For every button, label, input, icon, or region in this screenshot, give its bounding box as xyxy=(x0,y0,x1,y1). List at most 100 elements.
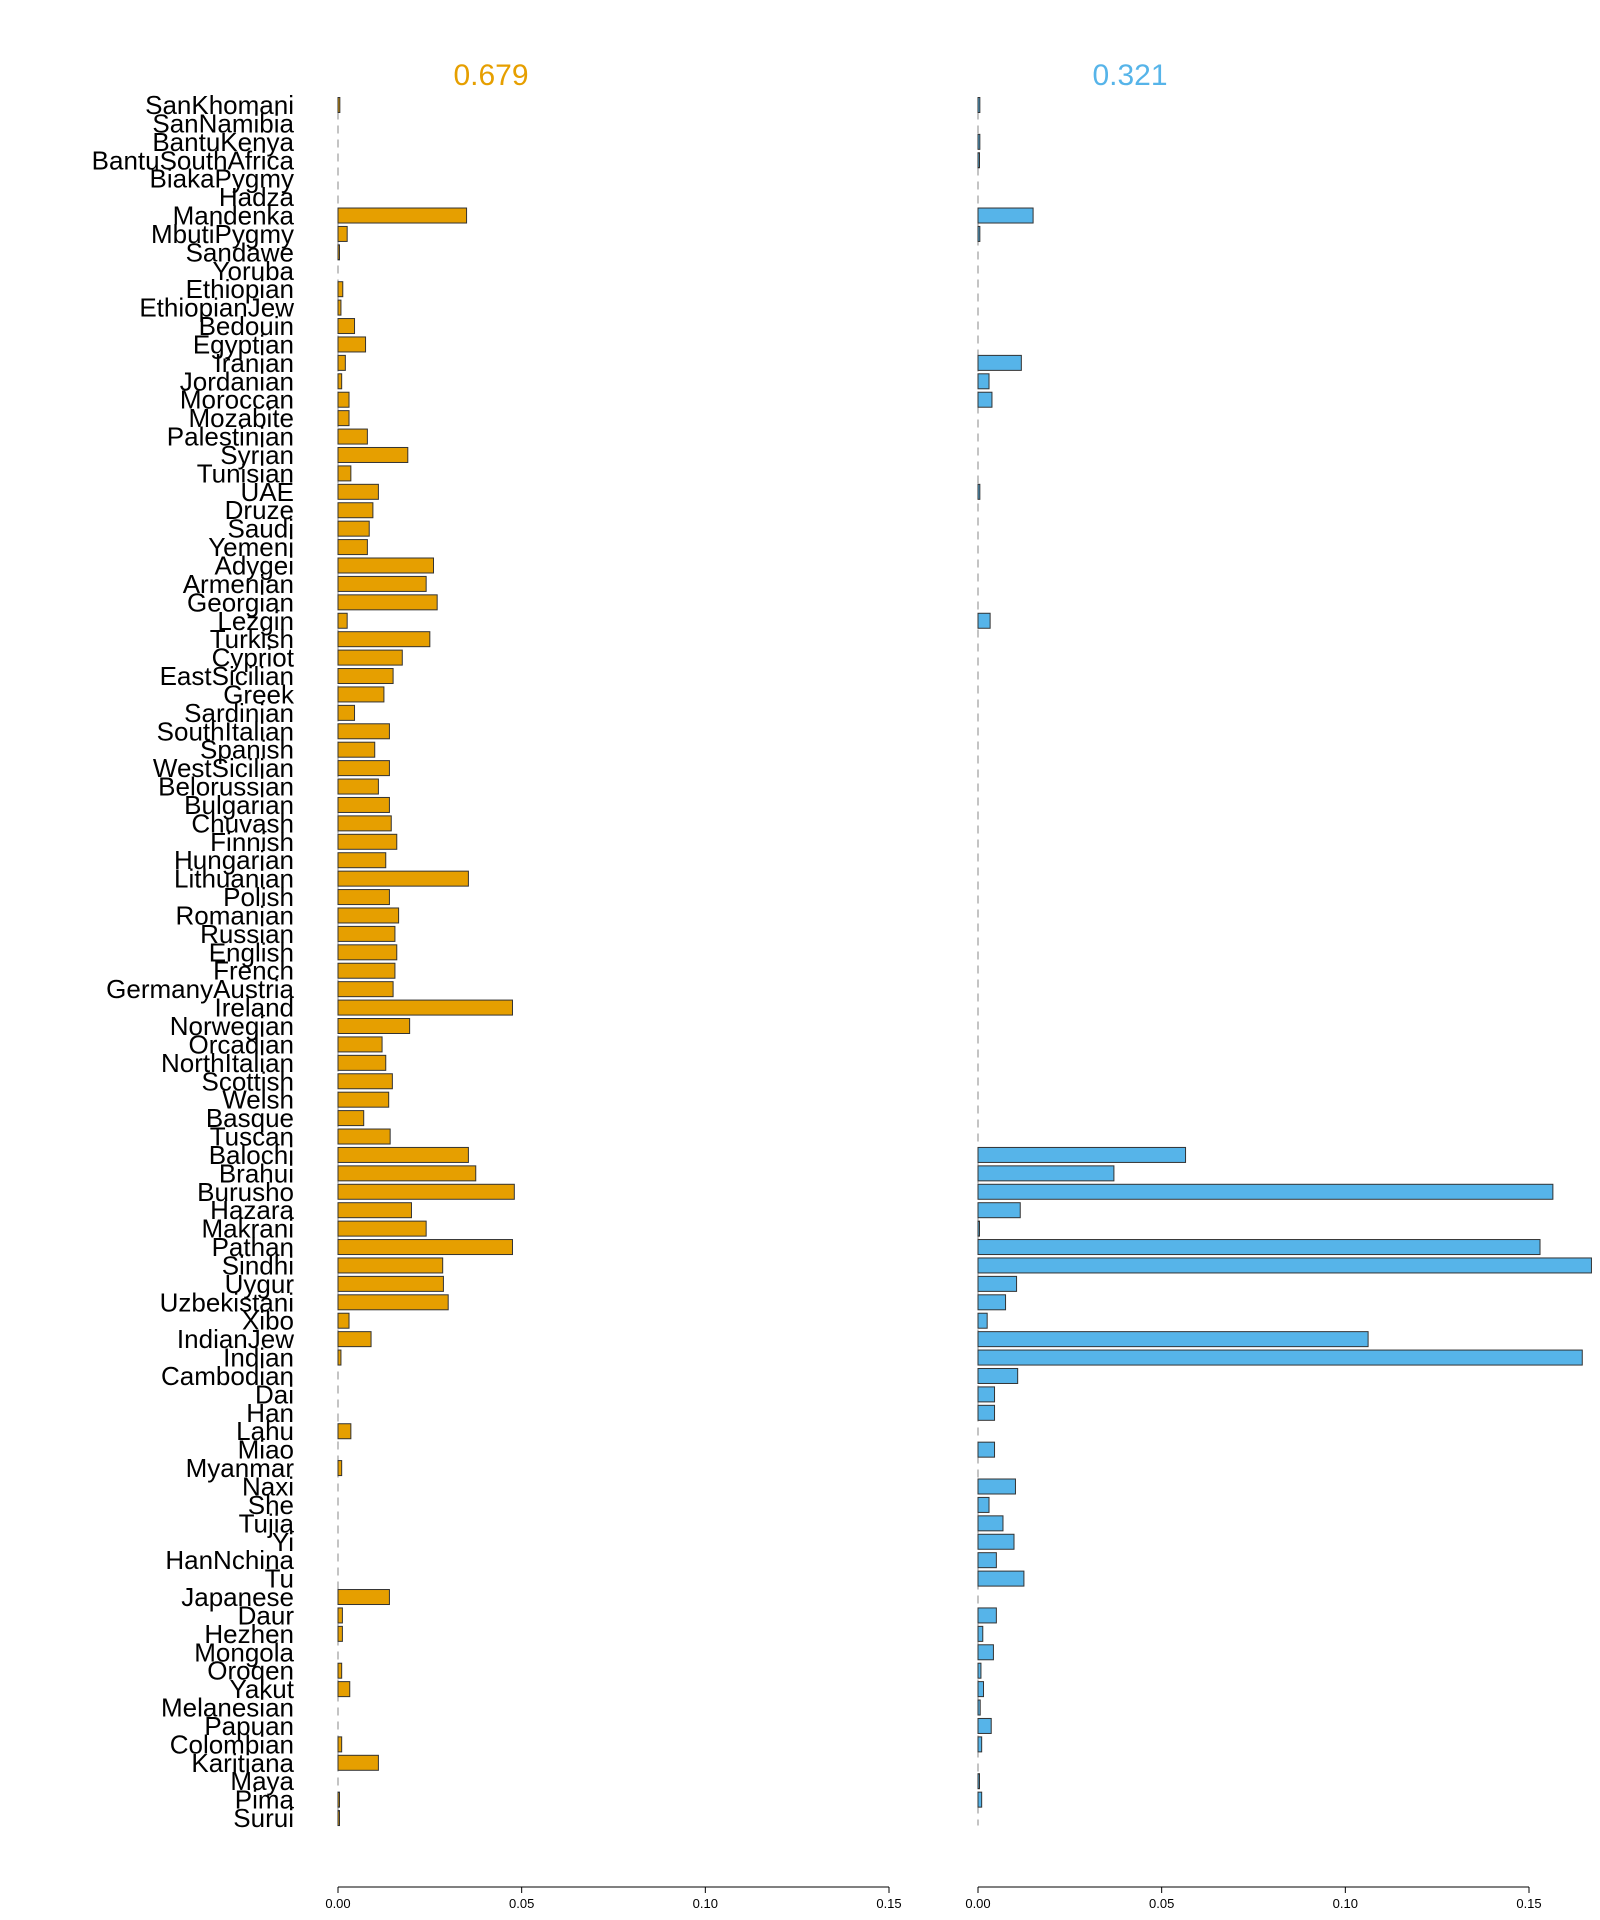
bar-Makrani xyxy=(977,1220,980,1237)
category-label: Makrani xyxy=(202,1214,294,1244)
bar-Egyptian xyxy=(337,336,367,353)
bar-Sandawe xyxy=(337,244,340,261)
bar-IndianJew xyxy=(977,1331,1369,1348)
bar-Tunisian xyxy=(337,465,352,482)
category-label: Yemeni xyxy=(208,532,294,562)
category-label: Oroqen xyxy=(207,1656,294,1686)
category-label: Tuscan xyxy=(210,1122,294,1152)
bar-French xyxy=(337,962,396,979)
bar-Jordanian xyxy=(977,373,990,390)
bar-Welsh xyxy=(337,1091,390,1108)
bar-WestSicilian xyxy=(337,760,390,777)
bar-Hazara xyxy=(337,1202,412,1219)
bar-Cambodian xyxy=(977,1367,1019,1384)
category-label: Miao xyxy=(238,1435,294,1465)
x-tick-label: 0.10 xyxy=(693,1896,718,1911)
bar-Armenian xyxy=(337,575,427,592)
bar-BantuKenya xyxy=(977,133,981,150)
category-label: Mandenka xyxy=(173,201,295,231)
category-label: Bulgarian xyxy=(184,790,294,820)
category-label: Papuan xyxy=(204,1711,294,1741)
category-label: Iranian xyxy=(215,348,295,378)
bar-Pima xyxy=(977,1791,983,1808)
bar-Scottish xyxy=(337,1073,393,1090)
bar-Yemeni xyxy=(337,539,368,556)
category-label: SanKhomani xyxy=(145,90,294,120)
category-label: Hazara xyxy=(210,1195,294,1225)
category-label: Myanmar xyxy=(186,1453,295,1483)
category-label: Norwegian xyxy=(170,1011,294,1041)
bar-Georgian xyxy=(337,594,438,611)
category-label: Yoruba xyxy=(213,256,295,286)
category-label: Druze xyxy=(225,495,294,525)
bar-Romanian xyxy=(337,907,400,924)
category-label: She xyxy=(248,1490,294,1520)
bar-Brahui xyxy=(977,1165,1115,1182)
bar-Oroqen xyxy=(977,1662,982,1679)
x-tick-label: 0.15 xyxy=(876,1896,901,1911)
category-label: Syrian xyxy=(220,440,294,470)
bar-Bedouin xyxy=(337,318,356,335)
bar-Colombian xyxy=(977,1736,983,1753)
category-label: Cambodian xyxy=(161,1361,294,1391)
bar-Lezgin xyxy=(337,612,348,629)
bar-Belorussian xyxy=(337,778,379,795)
bar-NorthItalian xyxy=(337,1054,387,1071)
category-label: EastSicilian xyxy=(160,661,294,691)
category-label: Maya xyxy=(230,1766,294,1796)
bar-SanKhomani xyxy=(977,97,981,113)
category-label: Turkish xyxy=(210,624,294,654)
category-label: Colombian xyxy=(170,1729,294,1759)
category-label: Armenian xyxy=(183,569,294,599)
category-label: Uzbekistani xyxy=(160,1287,294,1317)
bar-Cypriot xyxy=(337,649,403,666)
category-label: UAE xyxy=(241,477,294,507)
x-tick-label: 0.00 xyxy=(965,1896,990,1911)
category-label: Bedouin xyxy=(199,311,294,341)
bar-Uygur xyxy=(977,1275,1018,1292)
category-label: Russian xyxy=(200,919,294,949)
category-label: Greek xyxy=(223,679,295,709)
bar-Mozabite xyxy=(337,410,350,427)
category-label: Lezgin xyxy=(217,606,294,636)
category-label: Yakut xyxy=(229,1674,294,1704)
category-label: Melanesian xyxy=(161,1693,294,1723)
panel-title-1: 0.679 xyxy=(453,59,528,92)
panel-title-2: 0.321 xyxy=(1092,59,1167,92)
bar-Indian xyxy=(337,1349,342,1366)
bar-Saudi xyxy=(337,520,370,537)
category-label: Han xyxy=(246,1398,294,1428)
bar-Ireland xyxy=(337,999,513,1016)
bar-IndianJew xyxy=(337,1331,372,1348)
bar-Pathan xyxy=(337,1239,513,1256)
bar-Karitiana xyxy=(337,1754,379,1771)
bar-Uzbekistani xyxy=(337,1294,449,1311)
category-label: Belorussian xyxy=(158,772,294,802)
bar-Surui xyxy=(337,1810,340,1827)
bar-Druze xyxy=(337,502,374,519)
bar-Indian xyxy=(977,1349,1583,1366)
category-label: Palestinian xyxy=(167,422,294,452)
bar-Tuscan xyxy=(337,1128,391,1145)
category-label: Tunisian xyxy=(197,458,294,488)
bar-Tu xyxy=(977,1570,1025,1587)
bar-Sindhi xyxy=(337,1257,444,1274)
bar-EthiopianJew xyxy=(337,299,342,316)
bar-MbutiPygmy xyxy=(977,225,981,242)
bar-Balochi xyxy=(977,1146,1187,1163)
category-label: Ethiopian xyxy=(186,274,294,304)
category-label: Mongola xyxy=(194,1637,294,1667)
category-label: BantuSouthAfrica xyxy=(92,145,295,175)
category-label: Pathan xyxy=(212,1232,294,1262)
bar-Hezhen xyxy=(977,1625,984,1642)
category-label: Sindhi xyxy=(222,1250,294,1280)
bar-Orcadian xyxy=(337,1036,383,1053)
category-label: Tujia xyxy=(239,1508,295,1538)
bar-Greek xyxy=(337,686,385,703)
bar-English xyxy=(337,944,398,961)
category-label: Surui xyxy=(233,1803,294,1833)
bar-Lithuanian xyxy=(337,870,469,887)
category-label: Yi xyxy=(272,1527,294,1557)
category-label: Lithuanian xyxy=(174,864,294,894)
